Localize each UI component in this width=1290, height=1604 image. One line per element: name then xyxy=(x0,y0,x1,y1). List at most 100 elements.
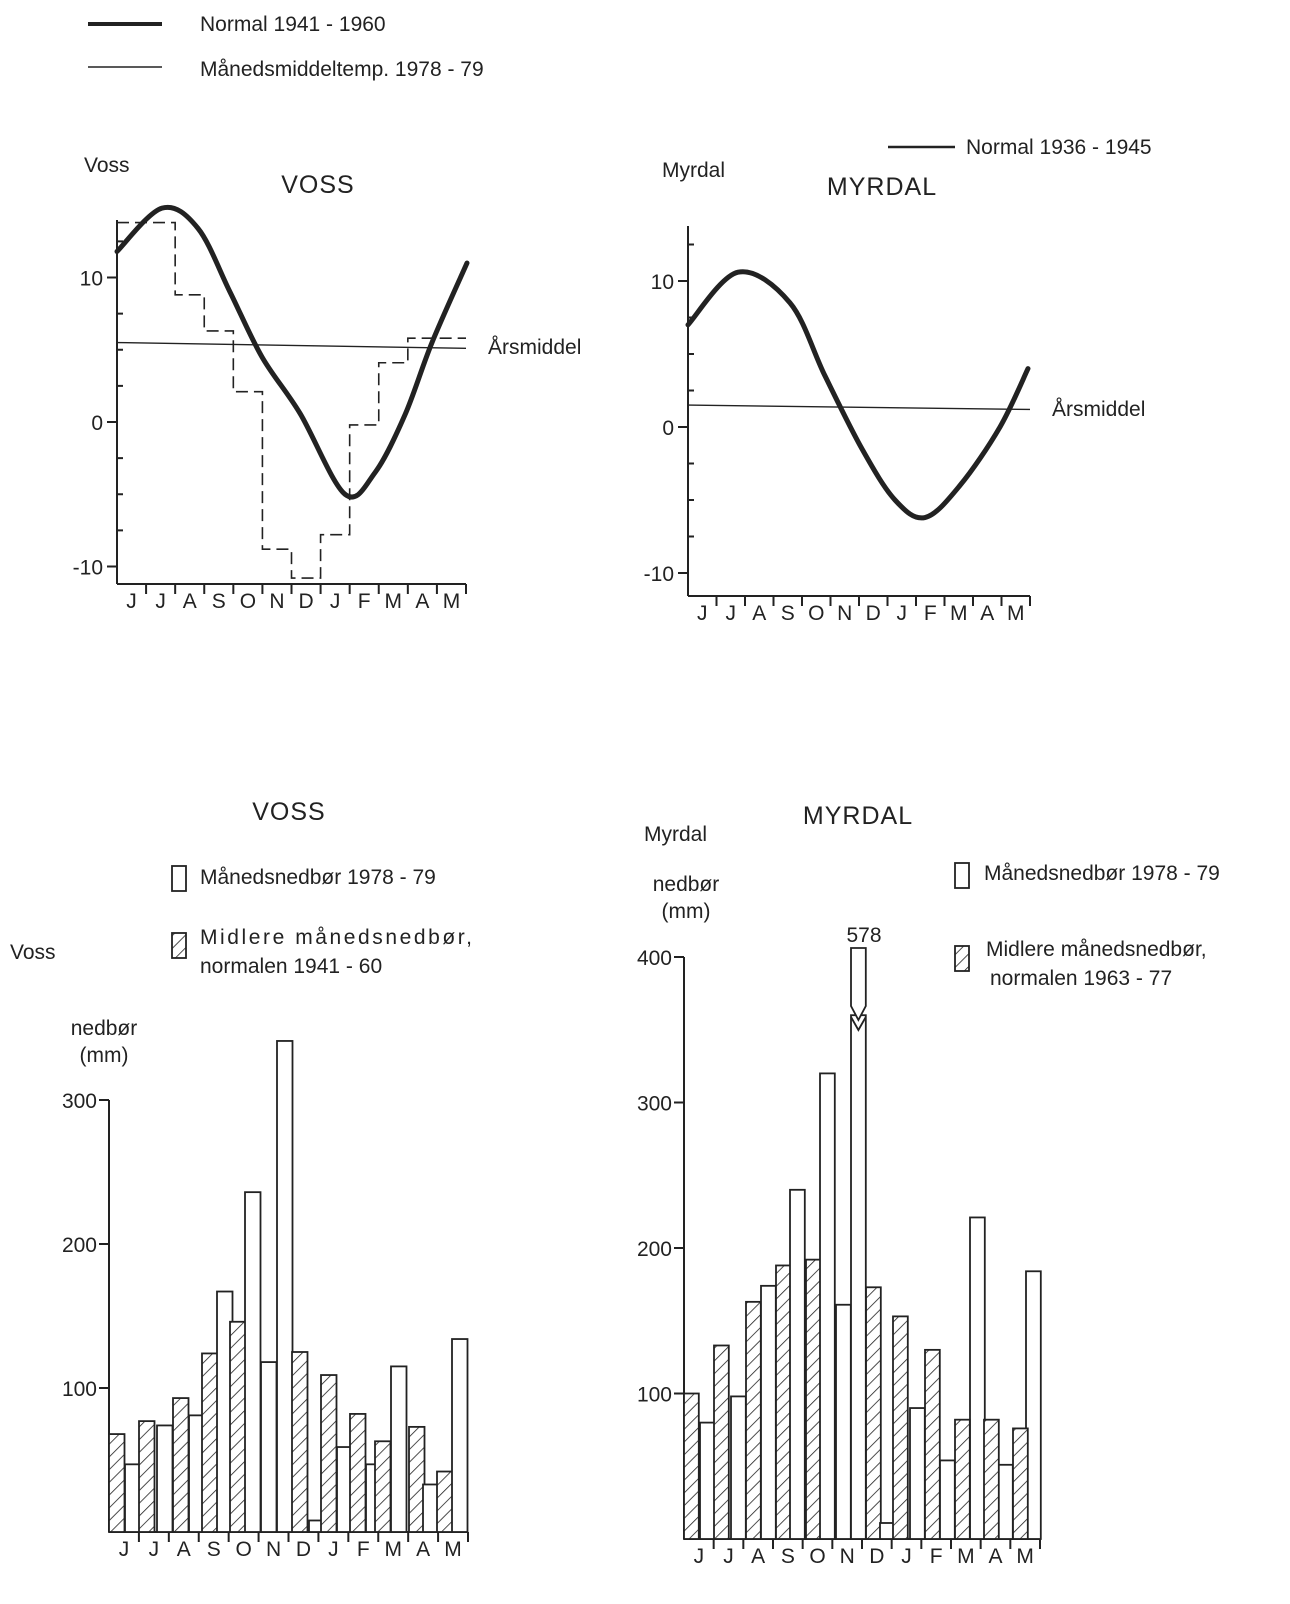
myrdal-temp-annual-mean-line xyxy=(687,404,1031,411)
myrdal-temp-ylabel: Myrdal xyxy=(662,159,725,182)
top-legend: Normal 1941 - 1960 Månedsmiddeltemp. 197… xyxy=(88,13,484,81)
voss-precip-month-label: D xyxy=(296,1538,311,1561)
myrdal-temp-title: MYRDAL xyxy=(827,173,937,201)
voss-temp-month-label: F xyxy=(358,590,371,613)
voss-temp-month-label: D xyxy=(298,590,313,613)
myrdal-precip-normal-bar xyxy=(745,1300,762,1540)
myrdal-precip-chart: MYRDAL Myrdal nedbør (mm) Månedsnedbør 1… xyxy=(637,802,1220,1568)
voss-precip-normal-bar xyxy=(408,1425,426,1533)
myrdal-temp-month-label: M xyxy=(1007,602,1025,625)
voss-precip-bars xyxy=(108,1040,469,1533)
myrdal-precip-ticks: 400 300 200 100 xyxy=(637,947,672,1407)
voss-temp-monthly-step-line xyxy=(117,221,466,579)
myrdal-precip-ytick-label: 200 xyxy=(637,1238,672,1261)
voss-precip-normal-bar xyxy=(436,1470,454,1533)
voss-temp-axes xyxy=(107,220,467,594)
myrdal-precip-monthly-bar xyxy=(819,1072,836,1540)
myrdal-precip-ytick-label: 100 xyxy=(637,1384,672,1407)
voss-temp-title: VOSS xyxy=(281,171,354,199)
myrdal-precip-monthly-bar xyxy=(939,1459,956,1540)
myrdal-temp-month-label: J xyxy=(897,602,908,625)
voss-precip-month-label: J xyxy=(149,1538,160,1561)
myrdal-precip-month-label: J xyxy=(901,1545,912,1568)
voss-legend-open-swatch xyxy=(171,865,187,892)
voss-legend-hatch-swatch xyxy=(171,932,187,959)
myrdal-annual-mean-label: Årsmiddel xyxy=(1052,398,1145,421)
voss-precip-month-label: N xyxy=(266,1538,281,1561)
myrdal-precip-month-label: N xyxy=(840,1545,855,1568)
voss-temp-month-label: M xyxy=(443,590,461,613)
myrdal-precip-month-label: S xyxy=(781,1545,795,1568)
legend-normal-label: Normal 1941 - 1960 xyxy=(200,13,386,36)
myrdal-temp-month-label: F xyxy=(924,602,937,625)
myrdal-temp-month-label: D xyxy=(866,602,881,625)
voss-precip-ytick-label: 300 xyxy=(62,1090,97,1113)
myrdal-precip-monthly-bar xyxy=(760,1284,777,1540)
voss-temp-month-label: J xyxy=(126,590,137,613)
voss-temp-month-label: J xyxy=(155,590,166,613)
myrdal-precip-monthly-bar xyxy=(835,1303,852,1540)
voss-precip-ytick-label: 100 xyxy=(62,1378,97,1401)
voss-precip-month-label: M xyxy=(384,1538,402,1561)
myrdal-precip-break-notch xyxy=(850,1016,867,1032)
voss-legend-hatch-label-1: Midlere månedsnedbør, xyxy=(200,926,472,949)
voss-temp-month-label: A xyxy=(415,590,429,613)
myrdal-precip-monthly-bar xyxy=(789,1188,806,1540)
myrdal-temp-month-label: A xyxy=(980,602,994,625)
voss-unit-line2: (mm) xyxy=(80,1044,129,1067)
voss-precip-monthly-bar xyxy=(276,1040,294,1533)
myrdal-precip-bars xyxy=(683,947,1042,1540)
voss-legend-open-label: Månedsnedbør 1978 - 79 xyxy=(200,866,436,889)
myrdal-precip-month-label: O xyxy=(809,1545,825,1568)
voss-precip-monthly-bar xyxy=(156,1424,174,1533)
myrdal-precip-normal-bar xyxy=(1012,1427,1029,1540)
voss-precip-monthly-bar xyxy=(451,1338,469,1533)
myrdal-precip-normal-bar xyxy=(775,1264,792,1540)
voss-legend-hatch-label-2: normalen 1941 - 60 xyxy=(200,955,382,978)
voss-precip-month-label: S xyxy=(207,1538,221,1561)
myrdal-temp-month-label: M xyxy=(950,602,968,625)
myrdal-precip-monthly-bar xyxy=(909,1407,926,1540)
voss-precip-normal-bar xyxy=(229,1320,247,1533)
myrdal-precip-month-label: F xyxy=(930,1545,943,1568)
voss-precip-normal-bar xyxy=(291,1351,309,1533)
voss-precip-ylabel: Voss xyxy=(10,941,56,964)
myrdal-precip-normal-bar xyxy=(924,1348,941,1540)
myrdal-precip-month-label: A xyxy=(751,1545,765,1568)
myrdal-break-value-label: 578 xyxy=(846,924,881,947)
voss-temp-month-label: J xyxy=(330,590,341,613)
voss-temp-ylabel: Voss xyxy=(84,154,130,177)
myrdal-temp-month-label: A xyxy=(752,602,766,625)
voss-precip-title: VOSS xyxy=(252,798,325,826)
voss-temp-ytick-label: 10 xyxy=(80,268,103,291)
voss-temp-ytick-label: -10 xyxy=(73,557,103,580)
voss-precip-normal-bar xyxy=(320,1374,338,1533)
myrdal-precip-normal-bar xyxy=(954,1418,971,1540)
voss-temp-marks xyxy=(114,204,470,579)
myrdal-precip-ytick-label: 400 xyxy=(637,947,672,970)
myrdal-precip-monthly-bar xyxy=(997,1463,1014,1540)
myrdal-precip-ylabel: Myrdal xyxy=(644,823,707,846)
voss-annual-mean-label: Årsmiddel xyxy=(488,336,581,359)
myrdal-temp-axes xyxy=(678,226,1031,606)
voss-temp-month-label: A xyxy=(183,590,197,613)
myrdal-unit-line2: (mm) xyxy=(662,900,711,923)
voss-precip-month-label: M xyxy=(444,1538,462,1561)
myrdal-temp-ticks: 10 0 -10 xyxy=(644,271,674,586)
voss-precip-month-label: F xyxy=(357,1538,370,1561)
voss-precip-chart: VOSS Voss nedbør (mm) Månedsnedbør 1978 … xyxy=(10,798,472,1561)
myrdal-legend-hatch-swatch xyxy=(954,945,970,972)
voss-precip-month-label: J xyxy=(119,1538,130,1561)
myrdal-legend-open-swatch xyxy=(954,862,970,889)
myrdal-legend-hatch-label-2: normalen 1963 - 77 xyxy=(990,967,1172,990)
voss-precip-normal-bar xyxy=(108,1433,126,1533)
voss-precip-normal-bar xyxy=(138,1420,156,1533)
myrdal-precip-month-label: A xyxy=(988,1545,1002,1568)
myrdal-precip-monthly-bar xyxy=(699,1421,716,1540)
voss-temp-ytick-label: 0 xyxy=(91,412,103,435)
